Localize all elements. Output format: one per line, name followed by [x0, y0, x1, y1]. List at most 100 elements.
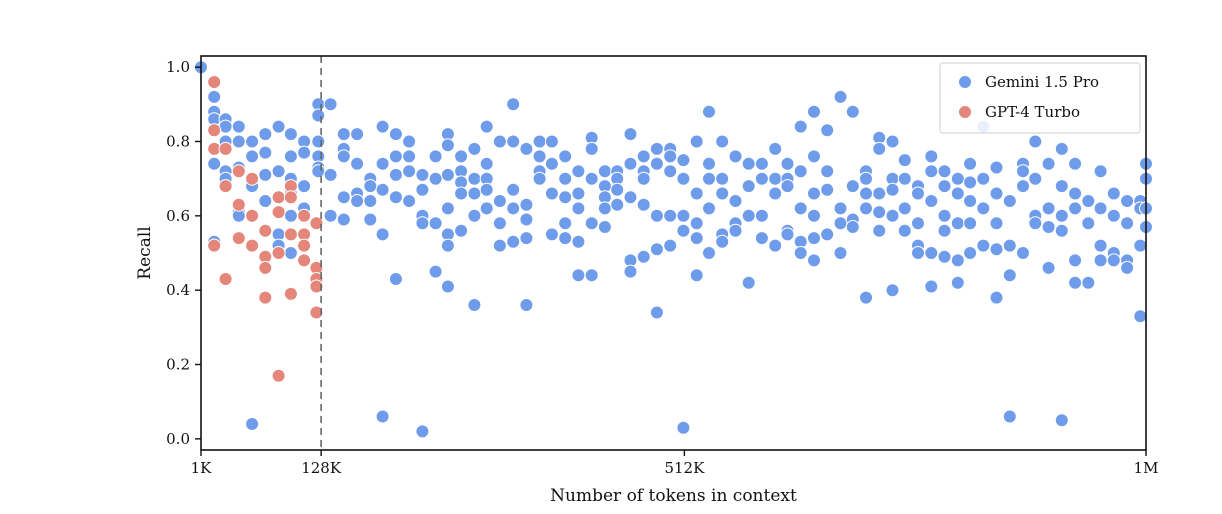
gemini-point	[911, 216, 925, 231]
gemini-point	[911, 246, 925, 260]
gemini-point	[702, 246, 716, 260]
gemini-point	[479, 182, 494, 197]
gemini-point	[558, 171, 573, 186]
gemini-point	[623, 156, 638, 171]
gemini-point	[649, 305, 664, 320]
gemini-point	[415, 182, 430, 197]
gemini-point	[663, 164, 678, 179]
x-tick-label: 128K	[301, 459, 342, 477]
gemini-point	[728, 194, 743, 208]
gemini-point	[1002, 268, 1017, 283]
gemini-point	[1068, 253, 1083, 268]
gemini-point	[780, 156, 795, 171]
gemini-point	[1120, 260, 1135, 275]
gemini-point	[768, 171, 783, 186]
gemini-point	[885, 283, 900, 298]
gemini-point	[231, 119, 246, 134]
y-tick-label: 1.0	[166, 58, 190, 76]
gemini-point	[649, 141, 664, 156]
gemini-point	[1016, 179, 1030, 194]
gpt4-point	[258, 223, 273, 238]
gemini-point	[571, 268, 586, 283]
gemini-point	[715, 186, 730, 201]
gemini-point	[519, 212, 534, 227]
gemini-point	[649, 156, 664, 171]
gemini-point	[402, 134, 417, 149]
gemini-point	[467, 298, 482, 312]
gpt4-point	[283, 190, 298, 205]
legend-label-gpt4: GPT-4 Turbo	[985, 103, 1080, 121]
gemini-point	[623, 127, 638, 142]
gemini-point	[963, 246, 978, 260]
gemini-point	[1054, 413, 1069, 428]
gemini-point	[492, 134, 507, 149]
gemini-point	[924, 149, 939, 164]
gemini-point	[793, 246, 808, 260]
gemini-point	[741, 208, 756, 223]
x-axis-title: Number of tokens in context	[550, 486, 797, 506]
gemini-point	[897, 171, 912, 186]
gemini-point	[584, 268, 599, 283]
gemini-point	[807, 253, 821, 268]
gemini-point	[845, 179, 860, 194]
y-tick-label: 0.6	[166, 207, 190, 225]
gemini-point	[833, 216, 848, 231]
gemini-point	[845, 220, 860, 234]
gemini-point	[937, 223, 952, 238]
gpt4-point	[271, 246, 286, 260]
gemini-point	[623, 264, 638, 279]
gemini-point	[492, 194, 507, 208]
gemini-point	[597, 201, 612, 216]
gemini-point	[649, 242, 664, 257]
gemini-point	[544, 134, 559, 149]
gemini-point	[311, 164, 326, 179]
gpt4-point	[271, 205, 286, 220]
gemini-point	[1081, 216, 1096, 231]
x-tick-label: 1K	[191, 459, 213, 477]
gemini-point	[571, 186, 586, 201]
gemini-point	[872, 223, 887, 238]
gemini-point	[479, 201, 494, 216]
gemini-point	[571, 234, 586, 249]
gemini-point	[754, 171, 769, 186]
gemini-point	[872, 205, 887, 220]
gemini-point	[1068, 156, 1083, 171]
gpt4-point	[271, 190, 286, 205]
gpt4-point	[297, 238, 312, 253]
gpt4-point	[258, 290, 273, 305]
gemini-point	[924, 164, 939, 179]
gemini-point	[1093, 238, 1108, 253]
gemini-point	[323, 208, 338, 223]
gemini-point	[207, 89, 222, 104]
y-tick-label: 0.4	[166, 281, 190, 299]
gpt4-point	[245, 208, 260, 223]
gemini-point	[258, 127, 273, 142]
gemini-point	[532, 134, 547, 149]
gemini-point	[375, 227, 390, 242]
gemini-point	[741, 156, 756, 171]
gemini-point	[558, 231, 573, 246]
gemini-point	[663, 208, 678, 223]
gemini-point	[323, 97, 338, 112]
gemini-point	[820, 164, 835, 179]
gemini-point	[1093, 164, 1108, 179]
gemini-point	[872, 141, 887, 156]
gemini-point	[532, 149, 547, 164]
gpt4-point	[245, 171, 260, 186]
gemini-point	[283, 127, 298, 142]
gemini-point	[610, 182, 625, 197]
gemini-point	[950, 171, 965, 186]
gemini-point	[544, 227, 559, 242]
gemini-point	[402, 194, 417, 208]
gpt4-point	[207, 123, 222, 138]
gemini-point	[402, 149, 417, 164]
gemini-point	[702, 201, 716, 216]
gemini-point	[440, 138, 455, 153]
gemini-point	[258, 167, 273, 182]
gemini-point	[897, 153, 912, 168]
gemini-point	[702, 156, 716, 171]
gemini-point	[479, 119, 494, 134]
gemini-point	[584, 216, 599, 231]
gemini-point	[1041, 260, 1056, 275]
